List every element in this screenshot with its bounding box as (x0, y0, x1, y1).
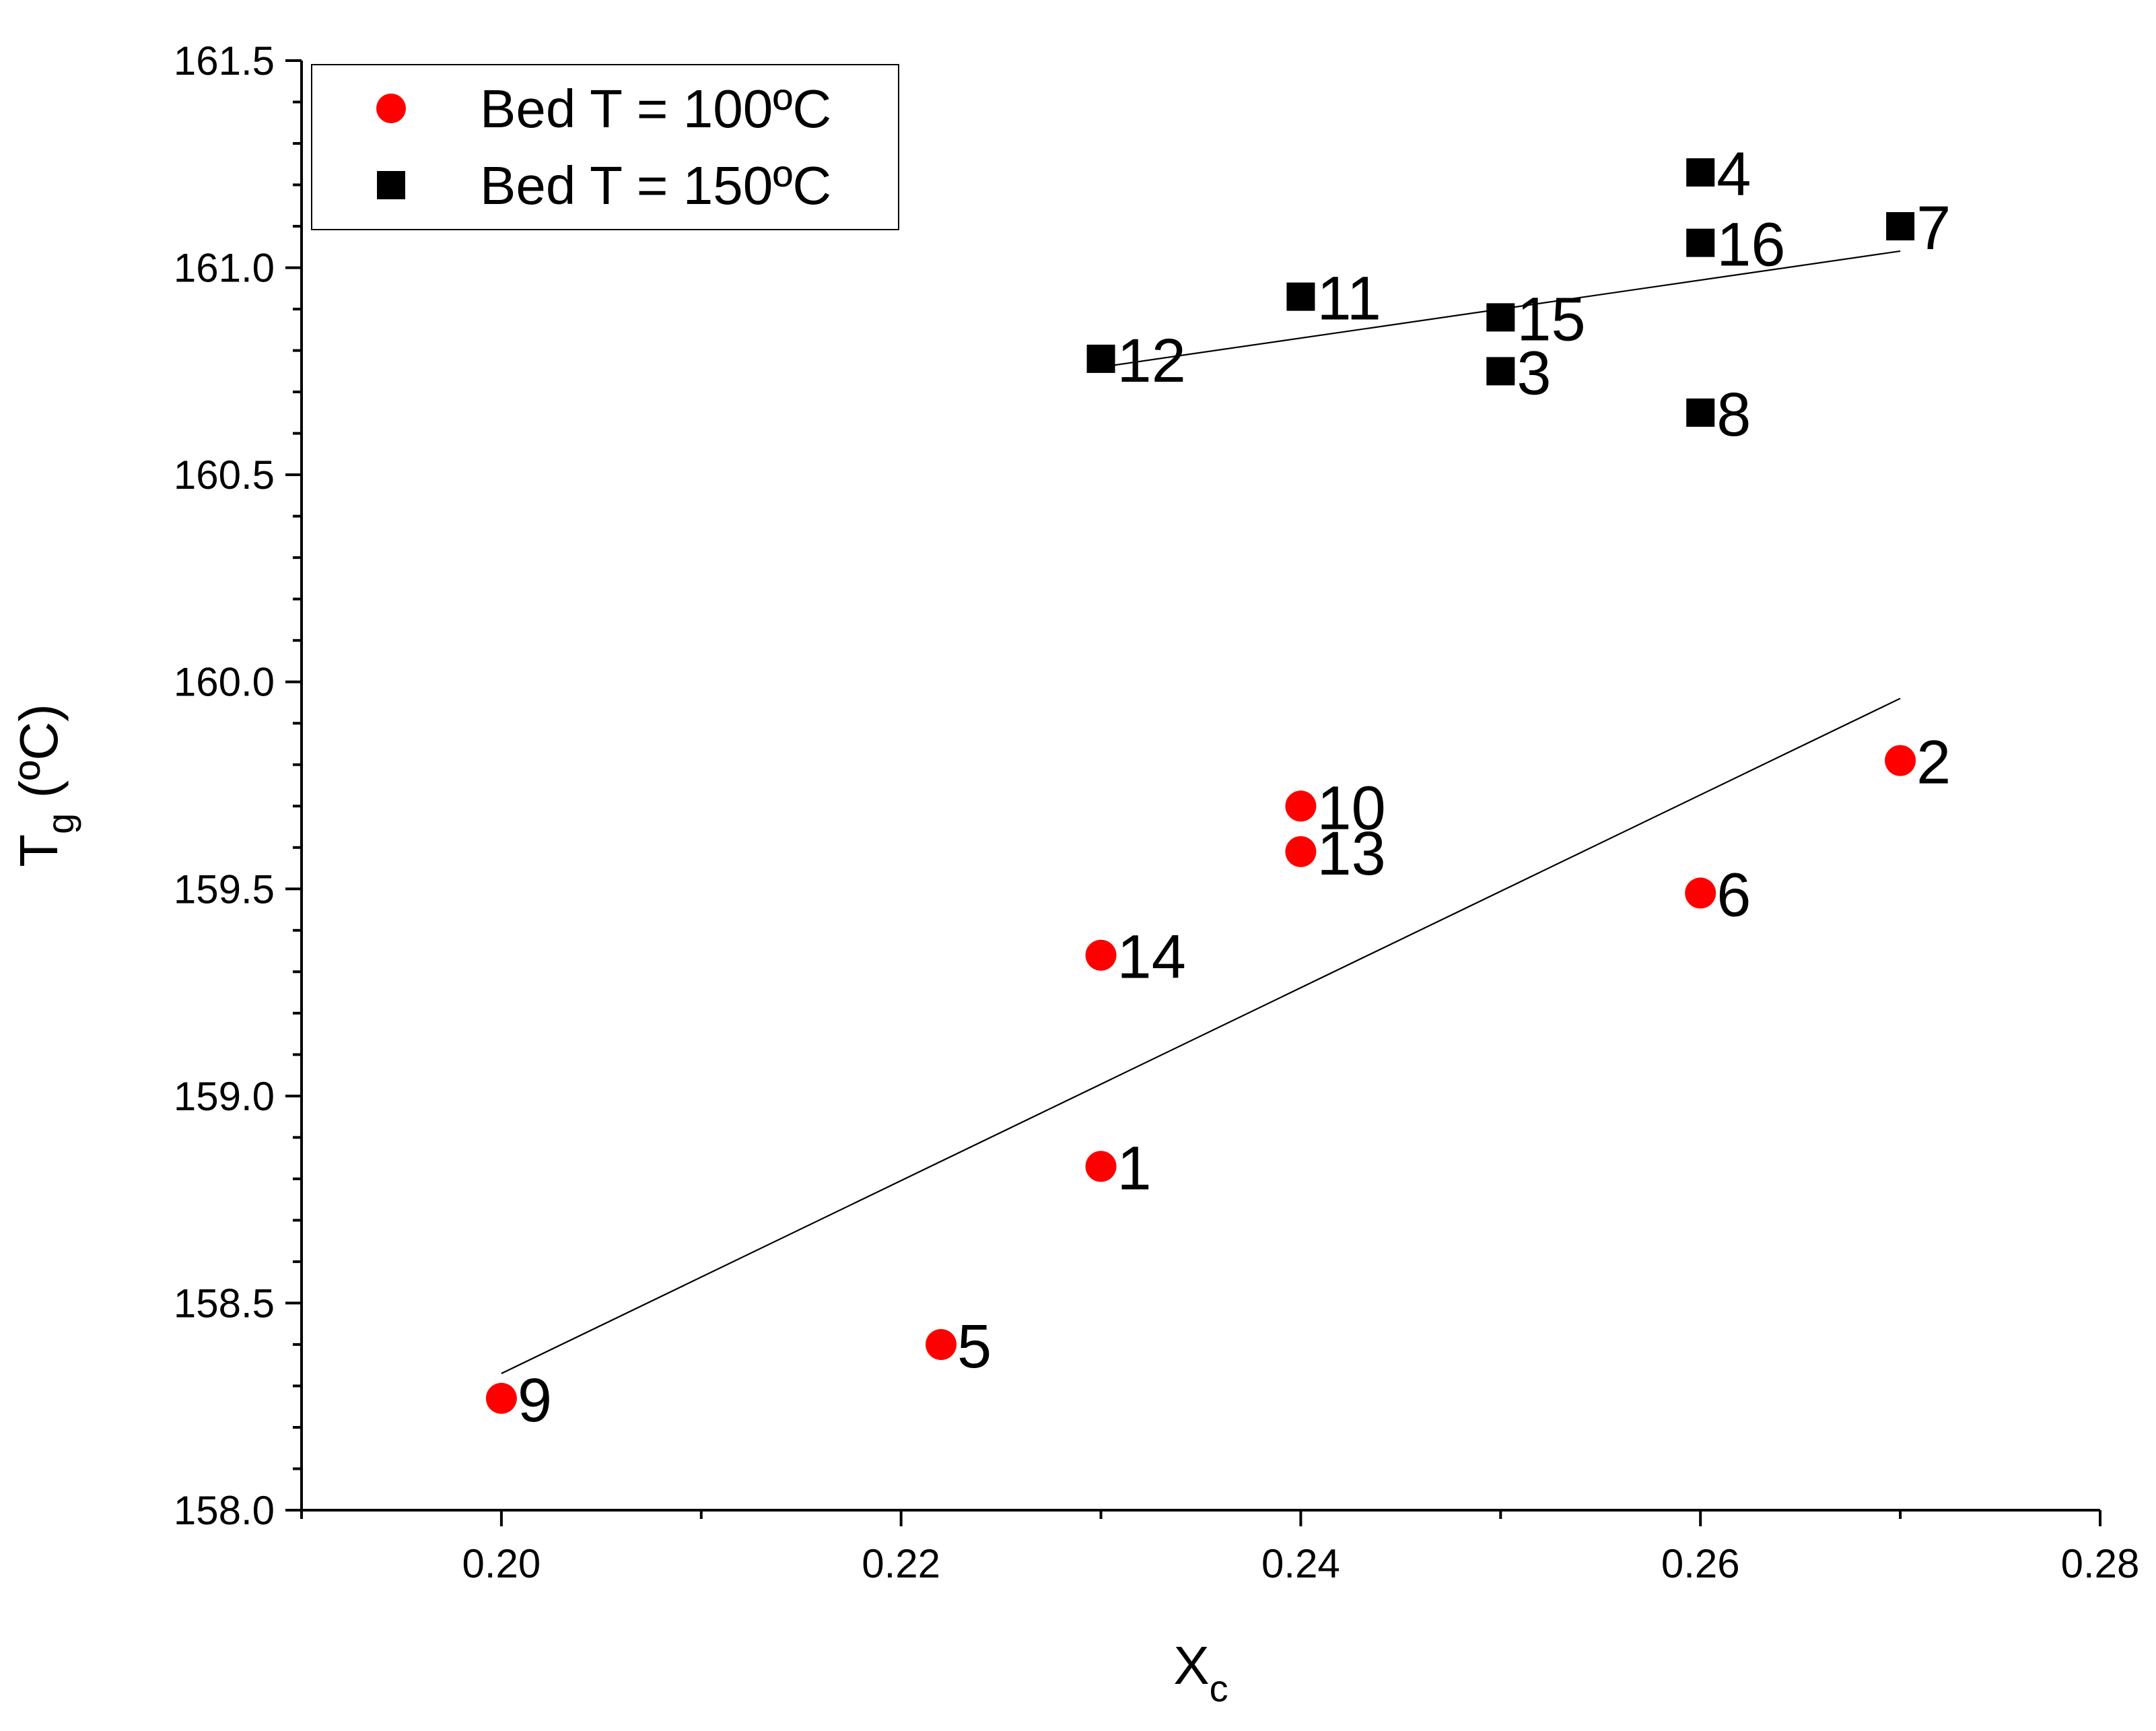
point-label-15: 15 (1517, 285, 1585, 353)
legend-marker-bed-t-100-c (376, 94, 406, 123)
legend-marker-bed-t-150-c (377, 171, 405, 199)
y-tick-label: 159.0 (174, 1074, 275, 1119)
y-tick-label: 161.0 (174, 246, 275, 291)
y-tick-label: 160.0 (174, 660, 275, 705)
point-label-7: 7 (1916, 194, 1951, 263)
point-label-10: 10 (1317, 774, 1385, 842)
legend-label-bed-t-100-c: Bed T = 100ºC (480, 79, 831, 139)
point-label-4: 4 (1716, 140, 1751, 209)
legend-box (311, 64, 899, 230)
point-label-11: 11 (1317, 265, 1381, 333)
x-axis-title-subscript: c (1210, 1667, 1228, 1709)
legend-label-bed-t-150-c: Bed T = 150ºC (480, 156, 831, 215)
point-16 (1686, 228, 1715, 257)
y-tick-label: 158.5 (174, 1281, 275, 1326)
point-12 (1086, 344, 1115, 373)
x-axis-title-main: X (1173, 1635, 1209, 1695)
point-label-1: 1 (1117, 1134, 1152, 1202)
point-9 (485, 1382, 517, 1414)
point-8 (1686, 398, 1715, 427)
point-label-12: 12 (1117, 327, 1186, 395)
point-13 (1285, 836, 1317, 867)
y-axis-title-unit: (ºC) (9, 704, 69, 813)
point-2 (1885, 745, 1916, 776)
point-6 (1685, 877, 1716, 909)
point-label-13: 13 (1317, 819, 1385, 888)
x-tick-label: 0.20 (462, 1541, 541, 1586)
point-label-6: 6 (1716, 860, 1751, 929)
point-15 (1486, 303, 1515, 332)
fit-line-bed-t-100-c (501, 698, 1901, 1374)
point-1 (1085, 1151, 1117, 1182)
y-axis-title-main: T (9, 834, 69, 867)
point-label-16: 16 (1716, 211, 1785, 279)
x-axis-title: Xc (1173, 1635, 1228, 1709)
x-tick-label: 0.22 (862, 1541, 940, 1586)
x-tick-label: 0.24 (1261, 1541, 1340, 1586)
y-tick-label: 160.5 (174, 452, 275, 498)
point-3 (1486, 357, 1515, 386)
point-label-5: 5 (957, 1312, 992, 1381)
point-4 (1686, 158, 1715, 187)
y-tick-label: 159.5 (174, 867, 275, 912)
point-label-3: 3 (1517, 339, 1551, 407)
x-tick-label: 0.26 (1661, 1541, 1740, 1586)
point-11 (1286, 282, 1315, 311)
point-label-8: 8 (1716, 380, 1751, 449)
point-label-2: 2 (1916, 728, 1951, 797)
point-10 (1285, 790, 1317, 822)
y-axis-title-subscript: g (39, 813, 81, 834)
point-label-9: 9 (518, 1366, 552, 1435)
y-tick-label: 158.0 (174, 1488, 275, 1533)
point-label-14: 14 (1117, 923, 1186, 992)
point-5 (926, 1328, 957, 1360)
y-axis-title: Tg (ºC) (9, 704, 81, 867)
x-tick-label: 0.28 (2061, 1541, 2140, 1586)
point-14 (1085, 939, 1117, 971)
y-tick-label: 161.5 (174, 38, 275, 83)
point-7 (1886, 212, 1915, 241)
